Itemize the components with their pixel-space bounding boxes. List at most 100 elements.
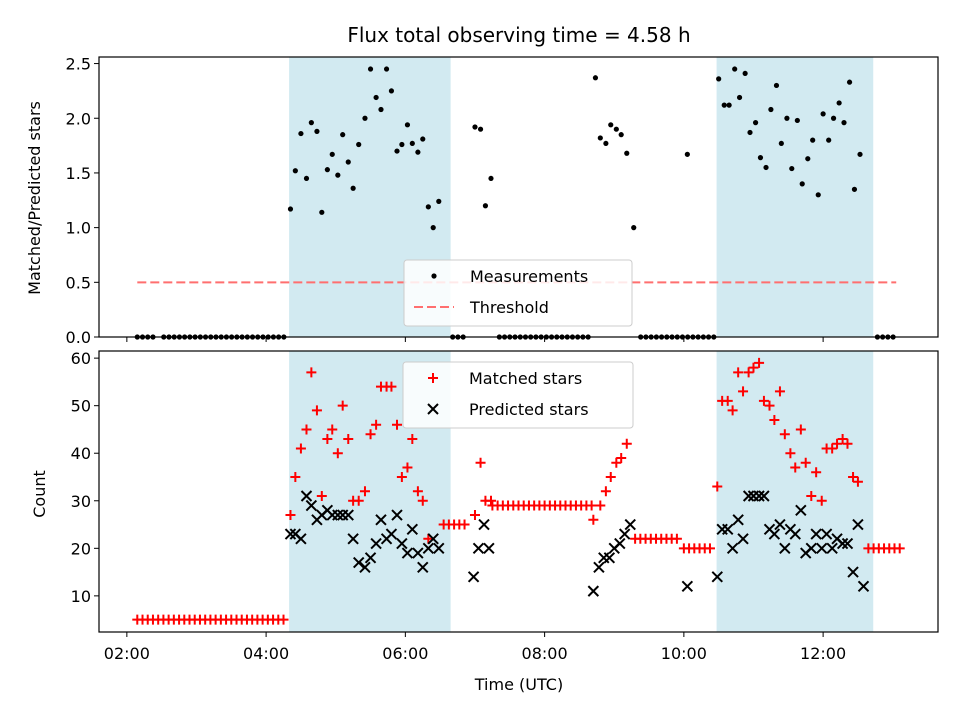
matched-star-point [407,433,418,444]
measurement-point [335,172,341,178]
matched-star-point [327,424,338,435]
matched-star-point [832,438,843,449]
matched-star-point [332,448,343,459]
measurement-point [597,135,603,141]
predicted-star-point [795,504,807,516]
measurement-point [287,206,294,212]
measurement-point [415,149,421,155]
matched-star-point [848,471,859,482]
measurement-point [794,117,800,124]
measurement-point [345,159,351,165]
predicted-star-point [433,542,445,555]
matched-star-point [800,457,811,468]
matched-star-point [806,491,817,502]
predicted-star-point [732,514,744,526]
matched-star-point [754,357,765,368]
matched-star-point [337,400,348,411]
measurement-point [592,75,599,81]
predicted-star-point [789,528,801,540]
measurement-point [721,102,727,108]
top-y-axis-label: Matched/Predicted stars [25,101,44,295]
measurement-point [314,128,320,134]
legend-box [403,259,633,327]
matched-star-point [790,462,801,473]
shaded-interval [716,57,874,337]
predicted-star-point [753,490,765,502]
matched-star-point [779,429,790,440]
matched-star-point [343,433,354,444]
predicted-star-point [779,542,791,555]
measurement-point [420,136,426,142]
matched-star-point [748,362,759,373]
matched-star-point [894,543,905,554]
bottom-y-axis-label: Count [30,470,49,518]
matched-star-point [311,405,322,416]
predicted-star-point [401,547,414,559]
matched-star-point [827,443,838,454]
measurement-point [340,132,346,138]
measurement-point [477,126,484,132]
predicted-star-point [852,518,864,531]
x-tick-label: 04:00 [243,644,289,663]
measurement-point [836,100,842,106]
y-tick-label: 20 [71,539,91,558]
predicted-star-point [768,528,781,540]
predicted-star-point [820,528,833,540]
measurement-point [846,79,853,85]
matched-star-point [816,495,827,506]
measurement-point [784,115,790,121]
predicted-star-point [370,537,382,550]
predicted-star-point [774,518,786,531]
measurement-point [383,66,390,72]
matched-star-point [322,433,333,444]
measurement-point [378,106,384,113]
measurement-point [830,115,837,121]
measurement-point [362,115,368,121]
matched-star-point [469,510,480,521]
matched-star-point [485,495,496,506]
matched-star-point [595,500,606,511]
predicted-star-point [857,580,870,593]
predicted-star-point [342,509,354,521]
measurement-point [436,198,442,204]
predicted-star-point [681,580,694,593]
measurement-point [773,82,780,89]
measurement-point [425,204,431,210]
predicted-star-point [284,528,297,540]
predicted-star-point [841,537,854,550]
measurement-point [778,140,784,147]
matched-star-point [738,386,749,397]
predicted-star-point [826,542,838,555]
predicted-star-point [422,542,435,555]
measurement-point [684,151,690,157]
measurement-point [752,120,759,126]
matched-star-point [412,486,423,497]
measurement-point [292,168,298,174]
measurement-point [742,70,748,77]
measurement-point [815,192,821,198]
measurement-point [367,66,374,72]
matched-star-point [621,438,632,449]
y-tick-label: 0.5 [66,273,91,292]
y-tick-label: 60 [71,349,91,368]
predicted-star-point [614,537,626,550]
measurement-point [404,122,411,128]
x-axis-label: Time (UTC) [474,675,563,694]
matched-star-point [306,367,317,378]
predicted-star-point [816,542,828,555]
predicted-star-point [593,561,605,574]
matched-star-point [785,448,796,459]
measurement-point [841,120,847,126]
matched-star-point [353,495,364,506]
measurement-point [430,225,436,231]
matched-star-point [278,614,289,625]
predicted-star-point [742,490,755,502]
measurement-point [732,66,738,72]
measurement-point [488,175,494,182]
matched-star-point [671,533,682,544]
legend-label: Predicted stars [469,400,589,419]
predicted-star-point [598,552,610,564]
y-tick-label: 30 [71,492,91,511]
matched-star-point [842,438,853,449]
